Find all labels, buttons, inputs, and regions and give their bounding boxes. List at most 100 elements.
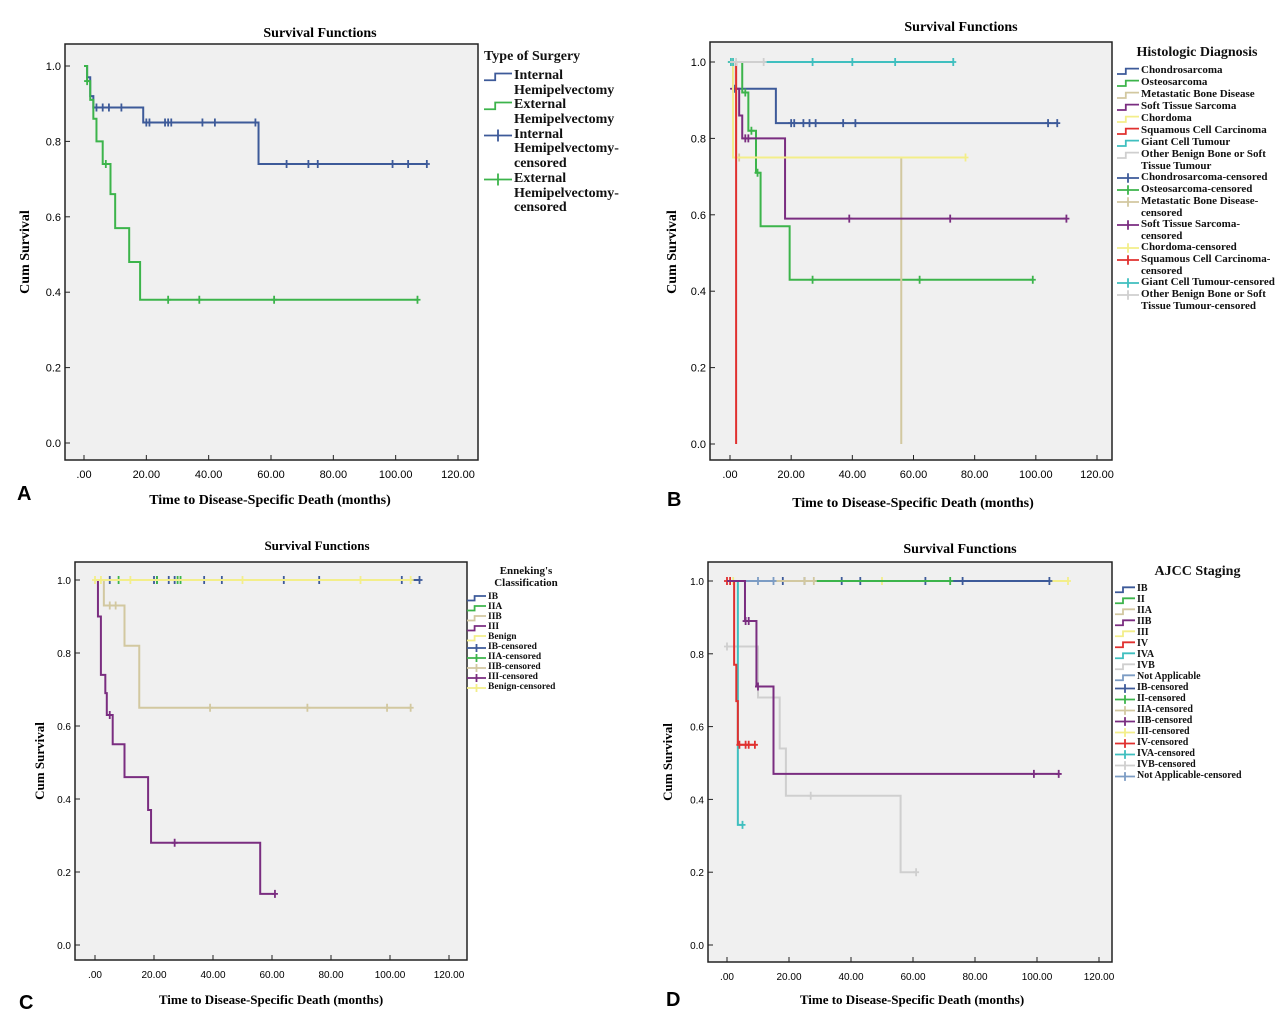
survival-curve — [95, 579, 411, 709]
censor-mark — [807, 791, 814, 800]
legend-item: IV-censored — [1115, 737, 1280, 749]
step-line-icon — [467, 595, 486, 602]
censor-mark — [105, 103, 112, 112]
series-external-hemipelvectomy — [84, 65, 421, 304]
censor-plus-icon — [1115, 717, 1135, 726]
legend-label: Giant Cell Tumour — [1141, 136, 1231, 148]
x-tick-label: 40.00 — [839, 469, 867, 481]
step-line-icon — [1115, 608, 1135, 616]
legend-item: Other Benign Bone or Soft Tissue Tumour-… — [1117, 289, 1277, 312]
legend-item: IIB-censored — [1115, 715, 1280, 727]
censor-mark — [962, 153, 969, 162]
legend-item: III — [1115, 627, 1280, 639]
legend-label: Giant Cell Tumour-censored — [1141, 276, 1275, 289]
step-line-icon — [467, 625, 486, 632]
censor-plus-icon — [1117, 278, 1139, 289]
censor-mark — [742, 88, 749, 97]
censor-mark — [99, 103, 106, 112]
censor-mark — [801, 577, 808, 585]
step-line-icon — [467, 635, 486, 642]
legend-label: IIA-censored — [488, 652, 542, 662]
step-line-icon — [1117, 115, 1139, 123]
panel-letter-c: C — [19, 992, 34, 1014]
y-tick-label: 1.0 — [57, 576, 71, 587]
legend-item: Metastatic Bone Disease-censored — [1117, 195, 1277, 219]
chart-title: Survival Functions — [264, 538, 369, 553]
legend-label: IVA-censored — [1137, 748, 1195, 759]
censor-mark — [1054, 119, 1061, 128]
legend-label: Not Applicable — [1137, 671, 1201, 682]
x-tick-label: 80.00 — [318, 970, 343, 981]
censor-mark — [724, 642, 730, 651]
legend-label: IB-censored — [1137, 682, 1189, 693]
x-tick-label: .00 — [88, 970, 102, 981]
legend-label: IB — [1137, 583, 1148, 594]
censor-mark — [106, 601, 113, 610]
legend-label: Metastatic Bone Disease — [1141, 88, 1255, 100]
censor-plus-icon — [1115, 684, 1135, 693]
x-tick-label: 100.00 — [379, 469, 413, 481]
legend-label: IIA — [488, 602, 503, 612]
series-iib — [95, 579, 414, 712]
censor-mark — [196, 295, 203, 304]
series-ivb — [724, 642, 920, 877]
legend-item: Chordoma — [1117, 112, 1277, 125]
step-line-icon — [1115, 652, 1135, 660]
legend-item: Giant Cell Tumour — [1117, 136, 1277, 149]
censor-mark — [416, 576, 423, 584]
censor-plus-icon — [467, 644, 486, 652]
censor-plus-icon — [1115, 772, 1135, 781]
legend-label: External Hemipelvectomy — [514, 97, 615, 128]
survival-curve — [84, 65, 418, 301]
censor-mark — [271, 295, 278, 304]
step-line-icon — [1115, 619, 1135, 627]
survival-curve — [727, 645, 917, 874]
censor-mark — [1030, 769, 1037, 778]
legend-item: Giant Cell Tumour-censored — [1117, 277, 1277, 289]
censor-mark — [414, 295, 421, 304]
censor-plus-icon — [467, 654, 486, 662]
series-iii — [95, 579, 278, 898]
censor-plus-icon — [1117, 197, 1139, 207]
censor-mark — [800, 119, 807, 128]
censor-mark — [199, 118, 206, 127]
censor-mark — [407, 703, 414, 712]
censor-mark — [770, 577, 777, 585]
legend-item: IVB-censored — [1115, 759, 1280, 771]
y-axis-label: Cum Survival — [32, 722, 47, 800]
legend-label: IVA — [1137, 649, 1155, 660]
censor-mark — [97, 576, 104, 584]
censor-mark — [913, 868, 920, 877]
y-tick-label: 0.0 — [691, 439, 706, 451]
plot-area — [709, 41, 1113, 461]
censor-mark — [809, 275, 816, 284]
censor-mark — [252, 118, 259, 127]
legend-label: IIB — [1137, 616, 1152, 627]
censor-plus-icon — [1115, 761, 1135, 770]
legend-label: Chondrosarcoma — [1141, 64, 1223, 76]
survival-curve — [727, 580, 1059, 775]
censor-mark — [846, 214, 853, 223]
legend-label: Other Benign Bone or Soft Tissue Tumour-… — [1141, 288, 1266, 312]
legend-label: Chordoma — [1141, 112, 1192, 124]
legend-item: IIA — [1115, 605, 1280, 617]
censor-mark — [892, 58, 899, 66]
y-tick-label: 1.0 — [690, 577, 704, 588]
legend-label: Other Benign Bone or Soft Tissue Tumour — [1141, 148, 1266, 172]
legend-item: Benign — [467, 632, 585, 643]
censor-mark — [806, 119, 813, 128]
legend-label: Soft Tissue Sarcoma-censored — [1141, 218, 1241, 242]
y-tick-label: 0.6 — [57, 722, 71, 733]
censor-mark — [1055, 769, 1062, 778]
censor-mark — [1065, 577, 1071, 585]
legend-item: III-censored — [1115, 726, 1280, 738]
x-tick-label: 20.00 — [777, 469, 805, 481]
x-tick-label: .00 — [722, 469, 737, 481]
step-line-icon — [1117, 103, 1139, 111]
legend-item: External Hemipelvectomy-censored — [484, 171, 634, 216]
legend-label: IV — [1137, 638, 1149, 649]
panel-letter-b: B — [667, 489, 682, 511]
x-tick-label: 40.00 — [195, 469, 223, 481]
legend-label: Chondrosarcoma-censored — [1141, 171, 1268, 184]
